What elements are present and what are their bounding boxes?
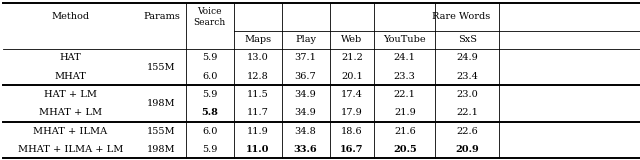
Text: MHAT: MHAT bbox=[54, 72, 86, 81]
Text: 11.7: 11.7 bbox=[246, 108, 269, 117]
Text: 11.5: 11.5 bbox=[247, 90, 268, 99]
Text: 13.0: 13.0 bbox=[247, 53, 268, 62]
Text: 22.1: 22.1 bbox=[394, 90, 416, 99]
Text: 23.3: 23.3 bbox=[394, 72, 416, 81]
Text: 5.9: 5.9 bbox=[202, 145, 218, 154]
Text: 20.1: 20.1 bbox=[341, 72, 363, 81]
Text: 16.7: 16.7 bbox=[340, 145, 364, 154]
Text: 37.1: 37.1 bbox=[294, 53, 317, 62]
Text: Web: Web bbox=[341, 35, 363, 44]
Text: MHAT + ILMA + LM: MHAT + ILMA + LM bbox=[18, 145, 123, 154]
Text: 12.8: 12.8 bbox=[247, 72, 268, 81]
Text: Params: Params bbox=[143, 12, 180, 21]
Text: HAT: HAT bbox=[60, 53, 81, 62]
Text: 22.1: 22.1 bbox=[456, 108, 478, 117]
Text: 155M: 155M bbox=[147, 63, 176, 72]
Text: 198M: 198M bbox=[147, 145, 176, 154]
Text: 18.6: 18.6 bbox=[341, 127, 363, 136]
Text: 22.6: 22.6 bbox=[456, 127, 478, 136]
Text: 17.4: 17.4 bbox=[341, 90, 363, 99]
Text: 20.5: 20.5 bbox=[393, 145, 417, 154]
Text: 198M: 198M bbox=[147, 99, 176, 108]
Text: 34.9: 34.9 bbox=[295, 90, 316, 99]
Text: Voice
Search: Voice Search bbox=[193, 7, 226, 27]
Text: Maps: Maps bbox=[244, 35, 271, 44]
Text: 21.2: 21.2 bbox=[341, 53, 363, 62]
Text: Rare Words: Rare Words bbox=[431, 12, 490, 21]
Text: 5.9: 5.9 bbox=[202, 90, 218, 99]
Text: 24.1: 24.1 bbox=[394, 53, 416, 62]
Text: 36.7: 36.7 bbox=[295, 72, 316, 81]
Text: 6.0: 6.0 bbox=[202, 127, 218, 136]
Text: MHAT + ILMA: MHAT + ILMA bbox=[33, 127, 108, 136]
Text: Method: Method bbox=[51, 12, 90, 21]
Text: 33.6: 33.6 bbox=[294, 145, 317, 154]
Text: 24.9: 24.9 bbox=[456, 53, 478, 62]
Text: 5.9: 5.9 bbox=[202, 53, 218, 62]
Text: 23.4: 23.4 bbox=[456, 72, 478, 81]
Text: 11.9: 11.9 bbox=[247, 127, 268, 136]
Text: 21.6: 21.6 bbox=[394, 127, 415, 136]
Text: 21.9: 21.9 bbox=[394, 108, 415, 117]
Text: MHAT + LM: MHAT + LM bbox=[39, 108, 102, 117]
Text: 11.0: 11.0 bbox=[246, 145, 269, 154]
Text: 6.0: 6.0 bbox=[202, 72, 218, 81]
Text: 155M: 155M bbox=[147, 127, 176, 136]
Text: YouTube: YouTube bbox=[383, 35, 426, 44]
Text: 17.9: 17.9 bbox=[341, 108, 363, 117]
Text: 34.8: 34.8 bbox=[295, 127, 316, 136]
Text: 5.8: 5.8 bbox=[201, 108, 218, 117]
Text: SxS: SxS bbox=[458, 35, 477, 44]
Text: 34.9: 34.9 bbox=[295, 108, 316, 117]
Text: Play: Play bbox=[295, 35, 316, 44]
Text: 20.9: 20.9 bbox=[455, 145, 479, 154]
Text: 23.0: 23.0 bbox=[456, 90, 478, 99]
Text: HAT + LM: HAT + LM bbox=[44, 90, 97, 99]
